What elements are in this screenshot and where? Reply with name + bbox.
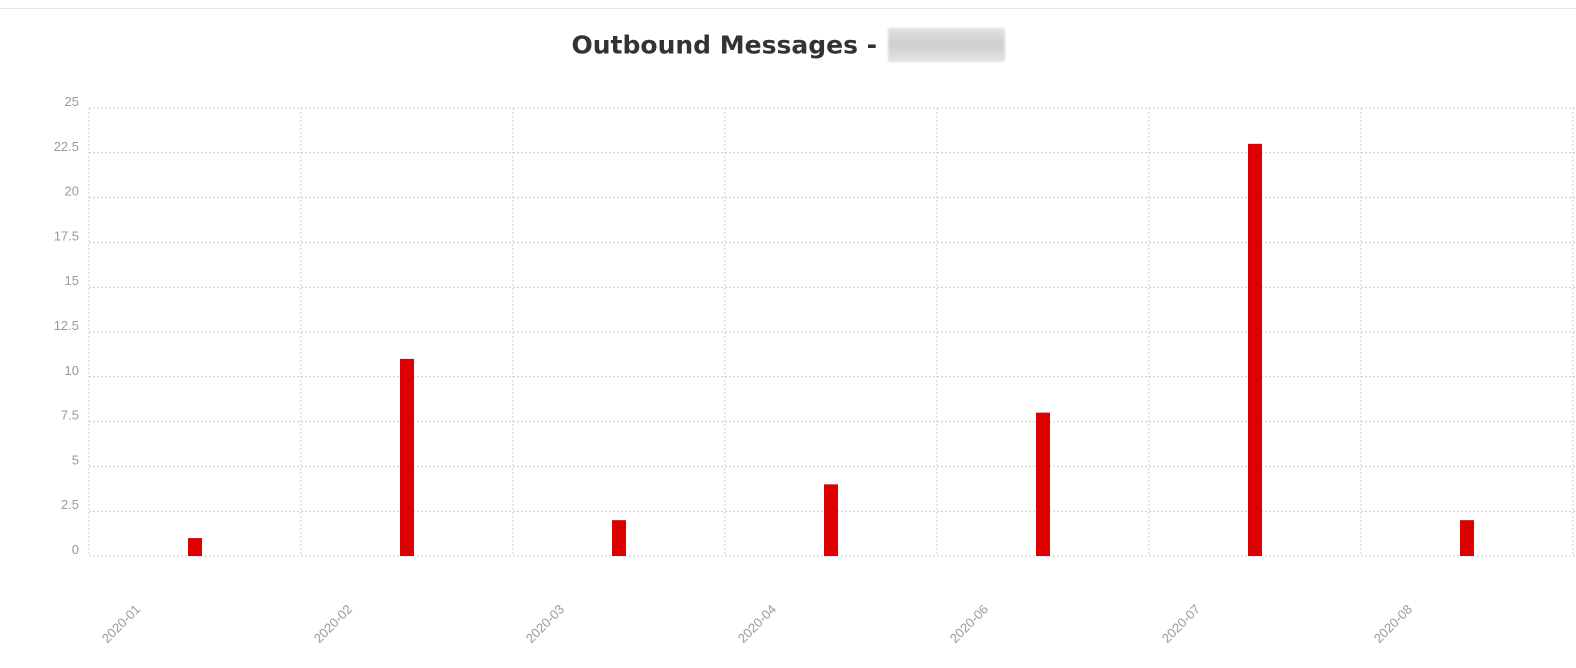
y-tick-label: 7.5 xyxy=(61,408,79,423)
x-tick-label: 2020-06 xyxy=(947,602,991,646)
bar[interactable] xyxy=(400,358,414,556)
bar[interactable] xyxy=(612,520,626,556)
x-tick-label: 2020-01 xyxy=(99,602,143,646)
y-tick-label: 17.5 xyxy=(54,228,79,243)
y-tick-label: 20 xyxy=(65,184,79,199)
top-divider xyxy=(0,8,1576,9)
bar[interactable] xyxy=(1036,412,1050,556)
bar[interactable] xyxy=(188,538,202,556)
bar[interactable] xyxy=(824,484,838,556)
chart-title-row: Outbound Messages - xyxy=(0,28,1576,62)
y-tick-label: 2.5 xyxy=(61,497,79,512)
y-tick-label: 25 xyxy=(65,94,79,109)
y-tick-label: 22.5 xyxy=(54,139,79,154)
x-tick-label: 2020-07 xyxy=(1159,602,1203,646)
y-axis-ticks: 0 2.5 5 7.5 10 12.5 15 17.5 20 22.5 25 xyxy=(54,94,79,557)
redacted-title-suffix xyxy=(887,28,1005,62)
x-axis-ticks: 2020-01 2020-02 2020-03 2020-04 2020-06 2020-… xyxy=(99,602,1415,646)
x-tick-label: 2020-03 xyxy=(523,602,567,646)
y-tick-label: 0 xyxy=(72,542,79,557)
y-tick-label: 5 xyxy=(72,452,79,467)
bar[interactable] xyxy=(1460,520,1474,556)
bar[interactable] xyxy=(1248,143,1262,556)
bar-series xyxy=(188,143,1474,556)
x-tick-label: 2020-08 xyxy=(1371,602,1415,646)
chart-title: Outbound Messages - xyxy=(571,30,878,60)
grid-lines xyxy=(88,107,1576,557)
x-tick-label: 2020-04 xyxy=(735,602,779,646)
x-tick-label: 2020-02 xyxy=(311,602,355,646)
y-tick-label: 12.5 xyxy=(54,318,79,333)
y-tick-label: 10 xyxy=(65,363,79,378)
y-tick-label: 15 xyxy=(65,273,79,288)
